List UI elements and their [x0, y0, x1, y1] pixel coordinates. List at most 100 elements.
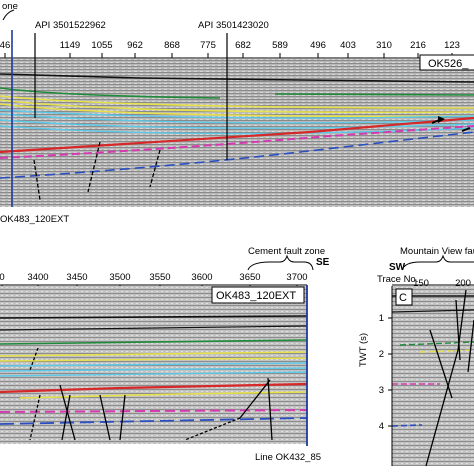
- panel-letter: C: [399, 292, 407, 304]
- panel-letter-box: [395, 288, 413, 306]
- trace-tick-label: 3400: [27, 272, 48, 283]
- seismic-section: [392, 286, 474, 466]
- arrow-head: [438, 116, 445, 123]
- well-2-label: API 3501423020: [198, 20, 269, 31]
- green-horizon: [0, 339, 308, 345]
- fault: [29, 394, 41, 441]
- green-horizon: [399, 341, 474, 346]
- red-horizon: [0, 382, 308, 394]
- zone-bracket: [2, 9, 15, 21]
- y-tick-label: 2: [379, 349, 384, 360]
- trace-label: Trace No.: [377, 274, 418, 285]
- trace-tick-label: 3450: [66, 272, 87, 283]
- fault: [455, 299, 461, 361]
- red-horizon: [0, 116, 474, 154]
- top-panel: one API 3501522962 API 3501423020 46 1149…: [0, 1, 474, 225]
- bottom-line-label: Line OK432_85: [255, 452, 321, 463]
- black-horizon: [0, 73, 474, 83]
- fault: [33, 159, 41, 201]
- blue-horizon: [0, 131, 474, 179]
- trace-tick-label: 589: [272, 40, 288, 51]
- y-axis-label: TWT (s): [358, 333, 369, 367]
- direction-label: SW: [389, 262, 406, 273]
- y-tick-label: 4: [379, 421, 384, 432]
- bottom-line-label: OK483_120EXT: [0, 214, 69, 225]
- fault-zone-label: Cement fault zone: [248, 246, 325, 257]
- onlap-arrow: [461, 127, 471, 132]
- horizons: [0, 315, 308, 425]
- bottom-right-panel: Mountain View fau SW Trace No. 150 200 1 2…: [358, 246, 474, 467]
- fault: [429, 329, 453, 399]
- fault-label: Mountain View fau: [400, 246, 474, 257]
- zone-label: one: [2, 1, 18, 12]
- fault: [99, 394, 111, 441]
- line-label: OK483_120EXT: [216, 290, 296, 302]
- trace-tick-label: 1149: [60, 40, 80, 51]
- trace-tick-label: 200: [455, 278, 471, 289]
- line-label-box: [211, 286, 305, 304]
- trace-tick-label: 3650: [239, 272, 260, 283]
- cyan-horizon: [0, 367, 308, 372]
- trace-tick-label: 150: [413, 278, 429, 289]
- yellow-horizon: [0, 99, 474, 114]
- trace-tick-label: 123: [444, 40, 460, 51]
- trace-tick-label: 775: [200, 40, 216, 51]
- yellow-horizon: [19, 391, 308, 399]
- trace-tick-label: 3550: [149, 272, 170, 283]
- fault: [87, 141, 101, 193]
- line-label: OK526_: [428, 58, 469, 70]
- well-1-label: API 3501522962: [35, 20, 106, 31]
- cyan-horizon: [0, 362, 308, 367]
- yellow-horizon: [0, 357, 308, 362]
- trace-tick-label: 962: [127, 40, 143, 51]
- trace-tick-label: 496: [310, 40, 326, 51]
- line-label-box: [419, 54, 474, 71]
- yellow-horizon: [0, 103, 474, 118]
- fault: [425, 289, 467, 467]
- trace-tick-label: 1055: [91, 40, 112, 51]
- magenta-horizon: [0, 409, 308, 413]
- trace-tick-label: 46: [0, 40, 10, 51]
- trace-axis: 46 1149 1055 962 868 775 682 589 496 403 310 216 123: [0, 40, 460, 58]
- fault: [267, 377, 273, 441]
- fault: [29, 347, 39, 371]
- blue-horizon: [0, 417, 308, 425]
- yellow-horizon: [419, 349, 474, 353]
- fault: [239, 379, 271, 419]
- trace-tick-label: 3700: [286, 272, 307, 283]
- fault: [149, 149, 161, 188]
- y-axis: 1 2 3 4: [379, 313, 392, 432]
- trace-tick-label: 3600: [191, 272, 212, 283]
- magenta-horizon: [0, 125, 474, 159]
- trace-tick-label: 216: [410, 40, 426, 51]
- cyan-horizon: [0, 119, 474, 129]
- black-horizon: [0, 315, 308, 319]
- fault-bracket: [401, 254, 474, 271]
- yellow-horizon: [0, 95, 474, 109]
- black-horizon: [391, 309, 474, 313]
- direction-label: SE: [316, 257, 330, 268]
- bottom-left-panel: Cement fault zone SE 0 3400 3450 3500 3550 36…: [0, 246, 330, 463]
- fault-zone-bracket: [247, 254, 314, 271]
- fault: [119, 394, 126, 441]
- blue-horizon: [391, 424, 423, 427]
- cyan-horizon: [0, 109, 474, 119]
- trace-tick-label: 0: [0, 272, 5, 283]
- horizons: [0, 73, 474, 179]
- trace-tick-label: 868: [164, 40, 180, 51]
- trace-tick-label: 682: [235, 40, 251, 51]
- fault: [467, 319, 474, 373]
- trace-tick-label: 3500: [109, 272, 130, 283]
- yellow-horizon: [0, 351, 308, 357]
- cyan-horizon: [0, 371, 308, 377]
- green-horizon: [274, 93, 474, 96]
- trace-tick-label: 403: [340, 40, 356, 51]
- cyan-horizon: [0, 113, 474, 124]
- fault: [61, 394, 71, 441]
- trace-tick-label: 310: [376, 40, 392, 51]
- y-tick-label: 1: [379, 313, 384, 324]
- y-tick-label: 3: [379, 385, 384, 396]
- green-horizon: [0, 87, 221, 99]
- black-horizon: [0, 325, 308, 331]
